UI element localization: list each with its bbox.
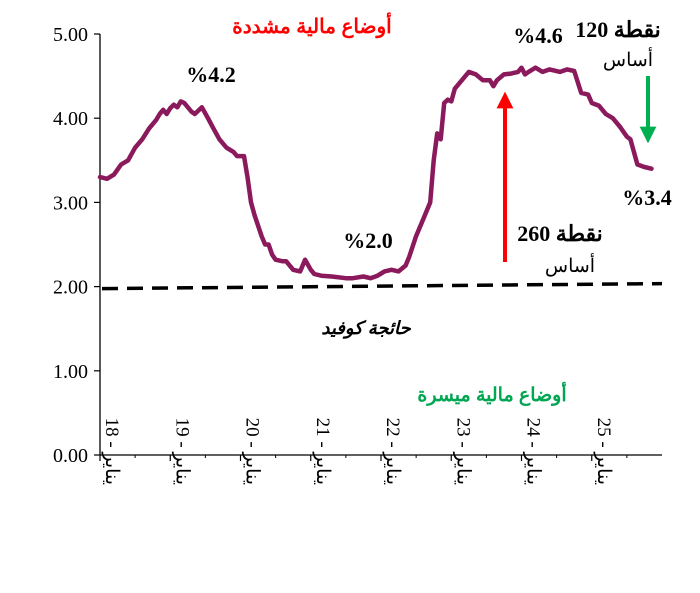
annotation-tightened: أوضاع مالية مشددة	[232, 12, 391, 39]
annotation-eased: أوضاع مالية ميسرة	[417, 381, 566, 406]
x-tick-label: يناير - 25	[593, 418, 614, 485]
x-tick-label: يناير - 21	[312, 418, 333, 485]
y-tick-label: 2.00	[53, 277, 88, 299]
series-group	[97, 65, 654, 281]
y-tick-label: 1.00	[53, 361, 88, 383]
annotation-low-2021: %2.0	[343, 228, 393, 253]
reference-line-label: حائجة كوفيد	[321, 318, 411, 339]
y-tick-label: 0.00	[53, 445, 88, 467]
x-tick-label: يناير - 18	[101, 418, 122, 485]
reference-line-group	[101, 281, 663, 291]
x-tick-label: يناير - 22	[382, 418, 403, 485]
x-tick-label: يناير - 20	[242, 418, 263, 485]
y-tick-label: 3.00	[53, 192, 88, 214]
x-tick-label: يناير - 23	[452, 418, 473, 485]
x-tick-label: يناير - 24	[523, 418, 544, 485]
annotation-peak-2019: %4.2	[186, 62, 236, 87]
y-tick-label: 4.00	[53, 108, 88, 130]
annotation-down-bp-value: 120 نقطة	[575, 17, 661, 42]
series-line	[97, 65, 654, 281]
x-tick-label: يناير - 19	[171, 418, 192, 485]
annotation-down-bp-unit: أساس	[603, 46, 653, 71]
annotation-peak-2024: %4.6	[513, 23, 563, 48]
y-tick-label: 5.00	[53, 24, 88, 46]
annotation-up-bp-value: 260 نقطة	[517, 221, 603, 246]
annotation-up-bp-unit: أساس	[545, 252, 595, 277]
annotation-latest: %3.4	[622, 185, 672, 210]
reference-dashed-line	[101, 281, 663, 291]
arrows-group	[496, 76, 657, 262]
axes: 0.00 1.00 2.00 3.00 4.00 5.00 يناير - 18 يناير …	[53, 24, 662, 485]
